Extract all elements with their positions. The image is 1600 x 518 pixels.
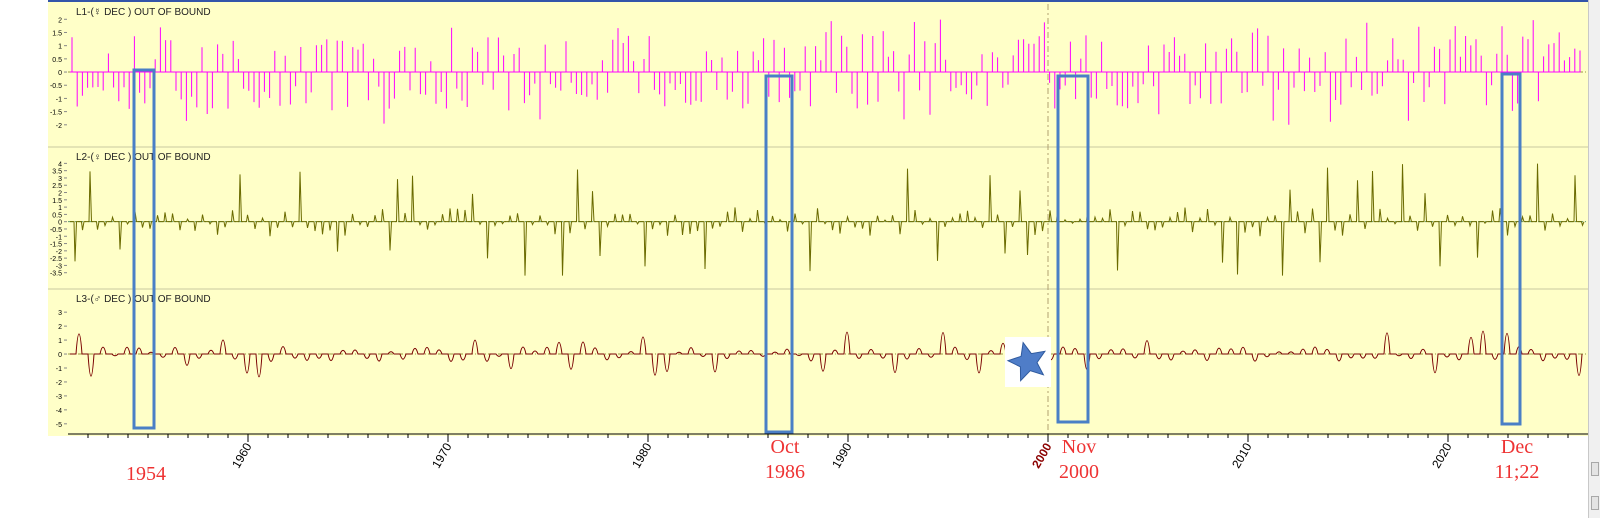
y-tick-label: -1.5: [50, 110, 62, 117]
highlight-annotation: 2000: [1059, 461, 1099, 483]
y-tick-label: 1.5: [52, 30, 62, 37]
series-trace: [70, 19, 1581, 125]
panel-title-prefix: L3-(: [76, 294, 94, 305]
highlight-annotation: 1954: [126, 463, 166, 485]
plot-background: [48, 0, 1588, 436]
highlight-boxes: 1954 Oct 1986 Nov 2000 Dec 11;22: [126, 68, 1540, 485]
y-tick-label: -2.5: [50, 256, 62, 263]
series-trace: [70, 163, 1585, 276]
y-tick-label: 1: [58, 205, 62, 212]
y-tick-label: -0.5: [50, 227, 62, 234]
highlight-box: [132, 68, 156, 430]
y-tick-label: 1.5: [52, 198, 62, 205]
y-tick-label: -5: [56, 422, 62, 429]
y-tick-label: -1.5: [50, 242, 62, 249]
highlight-box: [1500, 72, 1522, 426]
highlight-box: [1056, 74, 1090, 424]
y-tick-label: -3: [56, 394, 62, 401]
series-trace: [70, 330, 1583, 378]
y-tick-label: 0: [58, 352, 62, 359]
panel-title-suffix: DEC ) OUT OF BOUND: [101, 152, 210, 163]
y-tick-label: -1: [56, 96, 62, 103]
y-tick-label: -2: [56, 123, 62, 130]
y-tick-label: -3.5: [50, 271, 62, 278]
panel-title: L3-(♂ DEC ) OUT OF BOUND: [76, 294, 211, 305]
y-tick-label: 0: [58, 220, 62, 227]
scroll-down-button[interactable]: [1591, 496, 1599, 510]
y-tick-label: 2: [58, 191, 62, 198]
highlight-annotation: 1986: [765, 461, 805, 483]
y-tick-label: -2: [56, 380, 62, 387]
panels: 21.510.50-0.5-1-1.5-2L1-(☿ DEC ) OUT OF …: [48, 7, 1588, 429]
highlight-box: [764, 74, 794, 434]
y-tick-label: 1: [58, 338, 62, 345]
y-tick-label: 1: [58, 44, 62, 51]
vertical-scrollbar[interactable]: [1588, 0, 1600, 518]
panel-2: 43.532.521.510.50-0.5-1-1.5-2-2.5-3-3.5 L…: [48, 146, 1588, 278]
y-tick-label: -0.5: [50, 83, 62, 90]
panel-3: 3 2 1 0 -1 -2 -3 -4 -5 L3-(♂ DEC ) OUT OF BOUND: [48, 288, 1588, 429]
panel-title-prefix: L1-(: [76, 7, 94, 18]
planet-glyph-icon: ♀: [94, 152, 102, 163]
highlight-annotation: Dec: [1501, 436, 1533, 458]
panel-title: L2-(♀ DEC ) OUT OF BOUND: [76, 152, 211, 163]
panel-title-prefix: L2-(: [76, 152, 94, 163]
star-marker-icon: [1005, 337, 1051, 387]
y-tick-label: -2: [56, 249, 62, 256]
panel-title-suffix: DEC ) OUT OF BOUND: [101, 7, 210, 18]
y-tick-label: 3: [58, 310, 62, 317]
y-tick-label: -4: [56, 408, 62, 415]
planet-glyph-icon: ☿: [94, 7, 102, 18]
y-tick-label: 0.5: [52, 57, 62, 64]
highlight-annotation: 11;22: [1495, 461, 1540, 483]
y-tick-label: 2: [58, 17, 62, 24]
scroll-up-button[interactable]: [1591, 462, 1599, 476]
highlight-annotation: Nov: [1062, 436, 1096, 458]
y-tick-label: 3.5: [52, 169, 62, 176]
star-shape: [1006, 341, 1046, 382]
panel-title-suffix: DEC ) OUT OF BOUND: [101, 294, 210, 305]
y-tick-label: -3: [56, 263, 62, 270]
y-tick-label: -1: [56, 366, 62, 373]
y-tick-label: 2.5: [52, 183, 62, 190]
y-tick-label: 0.5: [52, 212, 62, 219]
y-tick-label: 4: [58, 161, 62, 168]
y-tick-label: -1: [56, 234, 62, 241]
y-tick-label: 0: [58, 70, 62, 77]
y-tick-label: 2: [58, 324, 62, 331]
planet-glyph-icon: ♂: [94, 294, 102, 305]
y-tick-label: 3: [58, 176, 62, 183]
panel-title: L1-(☿ DEC ) OUT OF BOUND: [76, 7, 211, 18]
highlight-annotation: Oct: [771, 436, 800, 458]
panel-1: 2 1.5 1 0.5 0 -0.5 -1 -1.5 -2 L1-(☿ DEC ) OUT OF …: [50, 7, 1588, 130]
